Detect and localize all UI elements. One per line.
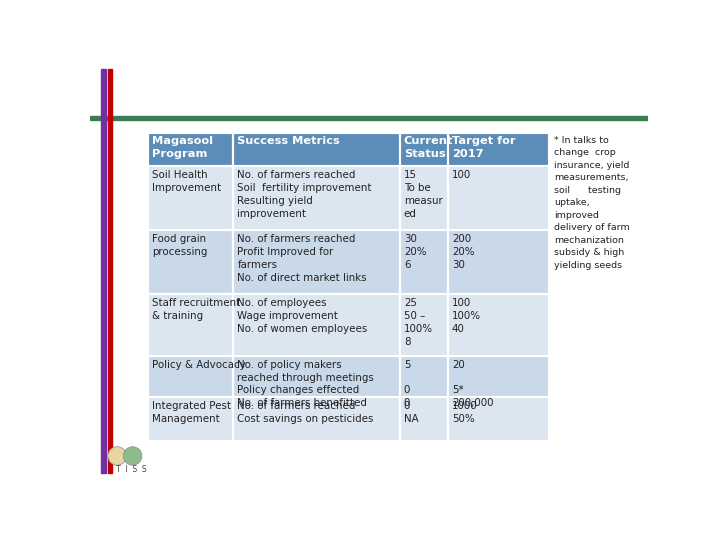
Bar — [233, 132, 400, 166]
Bar — [448, 166, 549, 231]
Text: 25
50 –
100%
8: 25 50 – 100% 8 — [404, 298, 433, 347]
Text: 0
NA: 0 NA — [404, 401, 418, 424]
Bar — [233, 356, 400, 397]
Bar — [108, 69, 112, 473]
Text: 200
20%
30: 200 20% 30 — [452, 234, 474, 270]
Text: Staff recruitment
& training: Staff recruitment & training — [152, 298, 240, 321]
Bar — [400, 166, 448, 231]
Circle shape — [123, 447, 142, 465]
Text: * In talks to
change  crop
insurance, yield
measurements,
soil      testing
upta: * In talks to change crop insurance, yie… — [554, 136, 630, 269]
Text: Success Metrics: Success Metrics — [238, 137, 340, 146]
Bar — [233, 166, 400, 231]
Bar — [148, 132, 233, 166]
Bar — [148, 166, 233, 231]
Bar — [101, 69, 106, 473]
Text: 100: 100 — [452, 170, 471, 180]
Bar — [448, 356, 549, 397]
Bar — [448, 294, 549, 356]
Bar — [448, 397, 549, 441]
Text: Food grain
processing: Food grain processing — [152, 234, 207, 257]
Bar — [448, 231, 549, 294]
Bar — [400, 356, 448, 397]
Bar — [233, 397, 400, 441]
Bar — [400, 294, 448, 356]
Bar — [448, 132, 549, 166]
Text: Soil Health
Improvement: Soil Health Improvement — [152, 170, 221, 193]
Bar — [233, 294, 400, 356]
Bar — [148, 231, 233, 294]
Text: Policy & Advocacy: Policy & Advocacy — [152, 360, 246, 370]
Text: 1000
50%: 1000 50% — [452, 401, 477, 424]
Circle shape — [108, 447, 127, 465]
Bar — [148, 397, 233, 441]
Text: 30
20%
6: 30 20% 6 — [404, 234, 426, 270]
Text: Current
Status: Current Status — [404, 137, 454, 159]
Bar — [148, 294, 233, 356]
Text: No. of farmers reached
Cost savings on pesticides: No. of farmers reached Cost savings on p… — [238, 401, 374, 424]
Text: Target for
2017: Target for 2017 — [452, 137, 516, 159]
Text: No. of farmers reached
Soil  fertility improvement
Resulting yield
improvement: No. of farmers reached Soil fertility im… — [238, 170, 372, 219]
Bar — [400, 397, 448, 441]
Bar — [233, 231, 400, 294]
Text: Integrated Pest
Management: Integrated Pest Management — [152, 401, 231, 424]
Text: No. of policy makers
reached through meetings
Policy changes effected
No. of far: No. of policy makers reached through mee… — [238, 360, 374, 408]
Bar — [400, 132, 448, 166]
Bar — [148, 356, 233, 397]
Text: T  I  S  S: T I S S — [116, 465, 146, 474]
Text: No. of farmers reached
Profit Improved for
farmers
No. of direct market links: No. of farmers reached Profit Improved f… — [238, 234, 366, 282]
Text: 15
To be
measur
ed: 15 To be measur ed — [404, 170, 443, 219]
Text: 5

0
0: 5 0 0 — [404, 360, 410, 408]
Text: No. of employees
Wage improvement
No. of women employees: No. of employees Wage improvement No. of… — [238, 298, 367, 334]
Text: 100
100%
40: 100 100% 40 — [452, 298, 481, 334]
Text: 20

5*
200,000: 20 5* 200,000 — [452, 360, 493, 408]
Text: Magasool
Program: Magasool Program — [152, 137, 213, 159]
Bar — [90, 116, 648, 120]
Bar — [400, 231, 448, 294]
